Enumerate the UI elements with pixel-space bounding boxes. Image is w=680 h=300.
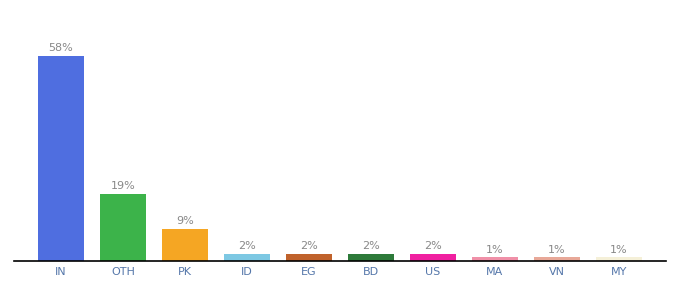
Text: 2%: 2% [362,241,380,251]
Text: 1%: 1% [548,244,566,255]
Bar [410,254,456,261]
Bar [286,254,333,261]
Bar [472,257,518,261]
Text: 1%: 1% [610,244,628,255]
Bar [534,257,580,261]
Bar [38,56,84,261]
Text: 58%: 58% [49,44,73,53]
Bar [596,257,642,261]
Text: 2%: 2% [424,241,442,251]
Text: 9%: 9% [176,216,194,226]
Bar [162,229,208,261]
Text: 2%: 2% [238,241,256,251]
Bar [224,254,270,261]
Bar [100,194,146,261]
Text: 2%: 2% [300,241,318,251]
Bar [347,254,394,261]
Text: 1%: 1% [486,244,504,255]
Text: 19%: 19% [111,181,135,191]
